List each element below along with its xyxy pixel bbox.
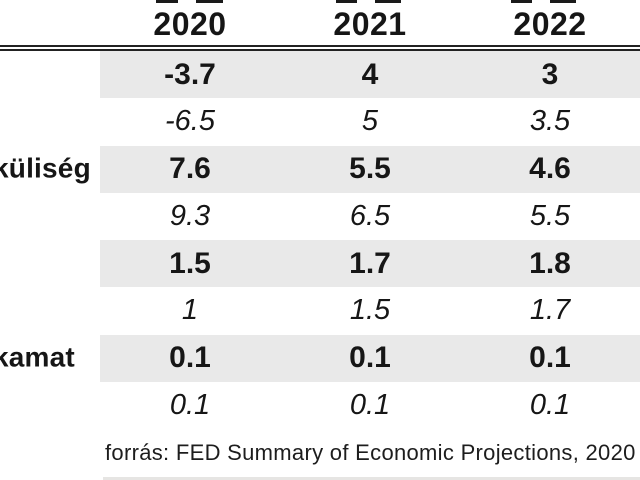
- cell-value: 5.5: [349, 152, 391, 186]
- table-row: kamat 0.1 0.1 0.1: [0, 334, 640, 382]
- cell-value: 0.1: [169, 341, 211, 375]
- cropped-text-remnant: [511, 0, 532, 3]
- cell-value: 4.6: [529, 152, 571, 186]
- cell-value: 5: [361, 105, 379, 138]
- row-label-cell: [0, 51, 100, 99]
- cell-value: 6.5: [349, 199, 391, 232]
- cell-value: 0.1: [169, 388, 211, 421]
- cell-value: 9.3: [169, 199, 211, 232]
- cell-value: 1: [181, 294, 199, 327]
- cell-value: 1.5: [169, 246, 211, 280]
- cell-value: 0.1: [529, 388, 571, 421]
- cell-value: 5.5: [529, 199, 571, 232]
- cell-value: 7.6: [169, 152, 211, 186]
- cropped-text-remnant: [156, 0, 178, 3]
- cell-value: 1.7: [529, 294, 571, 327]
- column-header-2022: 2022: [513, 6, 587, 42]
- cropped-text-remnant: [336, 0, 357, 3]
- table-row: 0.1 0.1 0.1: [0, 381, 640, 429]
- cropped-text-remnant-bottom: [103, 477, 640, 480]
- cell-value: 1.7: [349, 246, 391, 280]
- table-row: -3.7 4 3: [0, 51, 640, 99]
- cell-value: 0.1: [349, 388, 391, 421]
- row-label-cell: [0, 98, 100, 146]
- cell-value: -3.7: [164, 57, 216, 91]
- cropped-text-remnant: [196, 0, 223, 3]
- cell-value: 4: [361, 57, 379, 91]
- header-double-rule: [0, 45, 640, 51]
- table-row: küliség 7.6 5.5 4.6: [0, 145, 640, 193]
- row-label-policy-rate: kamat: [0, 341, 75, 373]
- source-note: forrás: FED Summary of Economic Projecti…: [105, 440, 636, 465]
- cell-value: 1.5: [349, 294, 391, 327]
- column-header-2021: 2021: [333, 6, 407, 42]
- row-label-cell: [0, 287, 100, 335]
- cell-value: -6.5: [165, 105, 215, 138]
- cell-value: 3: [541, 57, 559, 91]
- cropped-text-remnant: [375, 0, 401, 3]
- table-row: 9.3 6.5 5.5: [0, 192, 640, 240]
- row-label-cell: küliség: [0, 145, 100, 193]
- cell-value: 0.1: [349, 341, 391, 375]
- row-label-unemployment: küliség: [0, 152, 91, 184]
- row-label-cell: kamat: [0, 334, 100, 382]
- cropped-text-remnant: [550, 0, 576, 3]
- table-header-row: 2020 2021 2022: [0, 3, 640, 46]
- table-row: -6.5 5 3.5: [0, 98, 640, 146]
- row-label-cell: [0, 240, 100, 288]
- table-body: -3.7 4 3 -6.5 5 3.5 küliség 7.6 5.5 4.6: [0, 51, 640, 429]
- cell-value: 3.5: [529, 105, 571, 138]
- table-row: 1.5 1.7 1.8: [0, 240, 640, 288]
- column-header-2020: 2020: [153, 6, 227, 42]
- row-label-cell: [0, 192, 100, 240]
- table-row: 1 1.5 1.7: [0, 287, 640, 335]
- row-label-cell: [0, 381, 100, 429]
- cell-value: 0.1: [529, 341, 571, 375]
- cell-value: 1.8: [529, 246, 571, 280]
